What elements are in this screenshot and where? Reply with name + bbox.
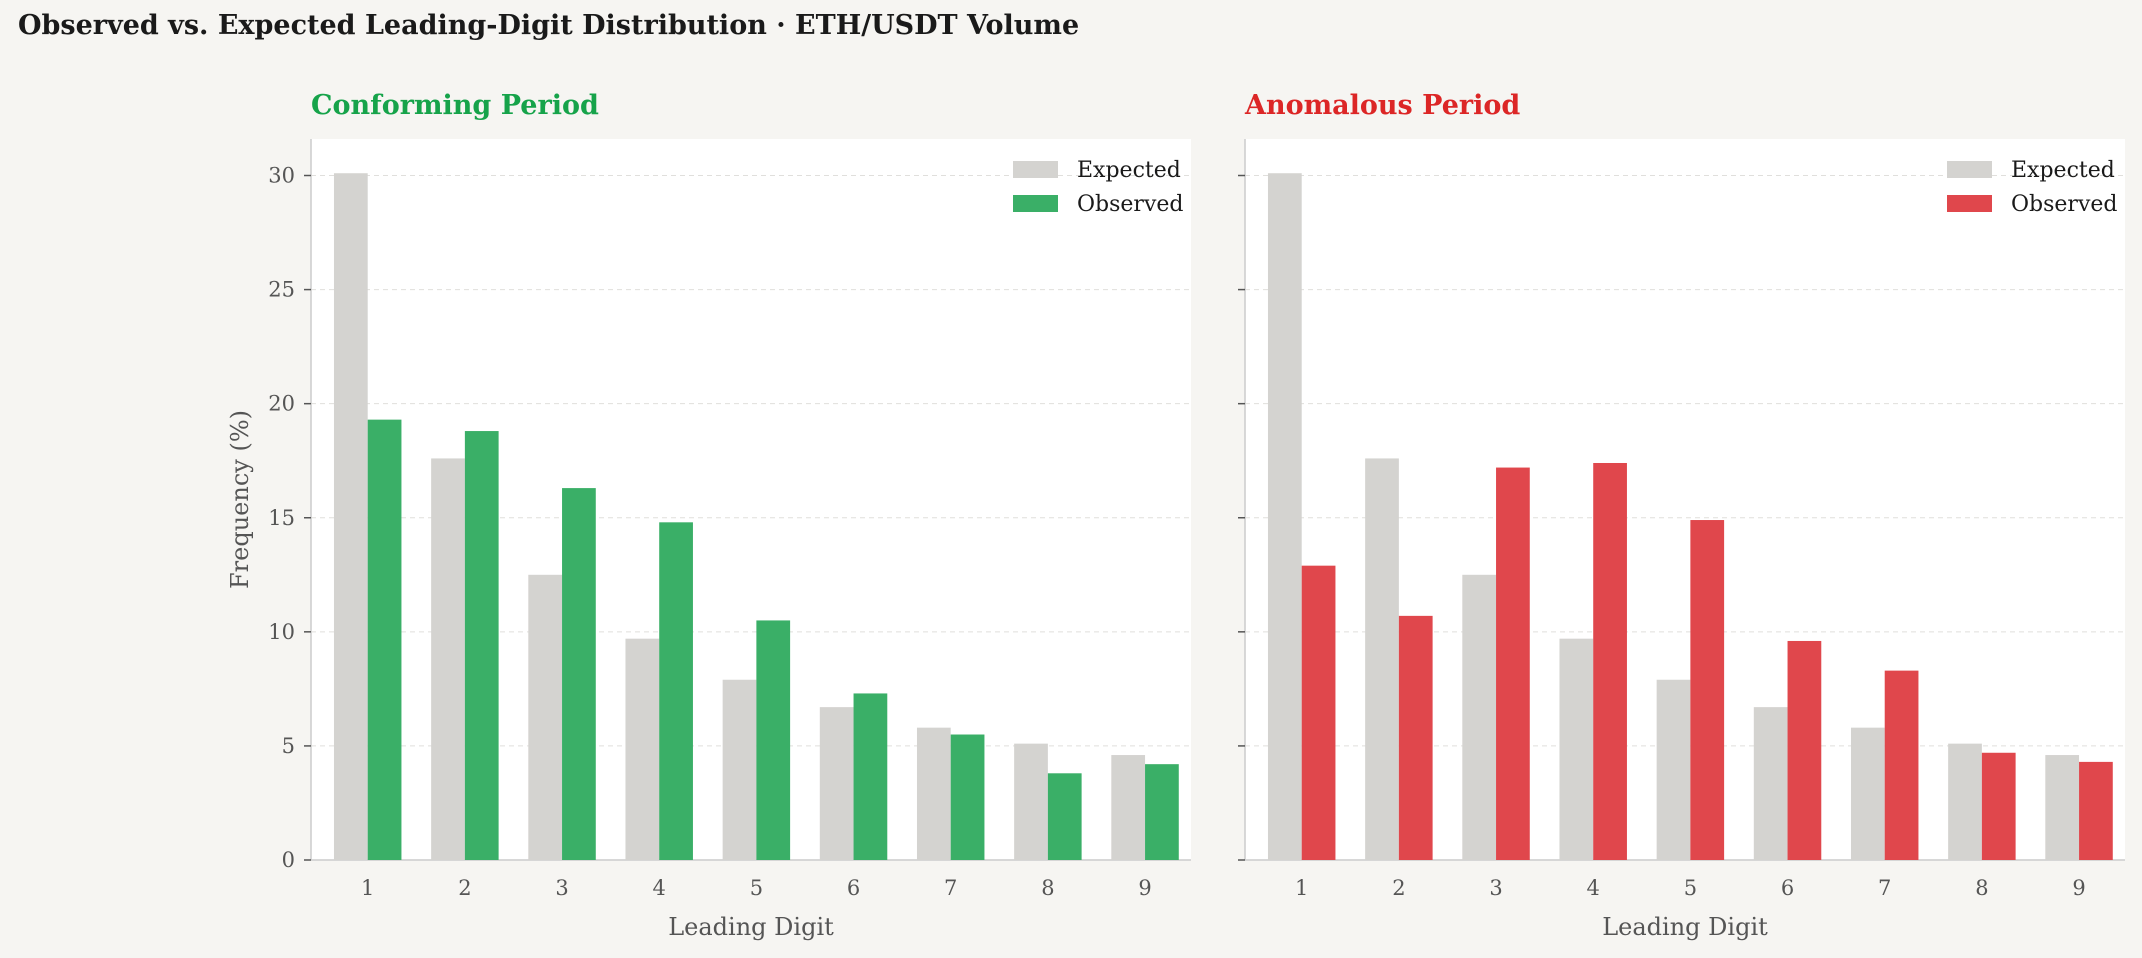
bar-observed-3: [562, 488, 596, 860]
x-axis-label: Leading Digit: [668, 913, 834, 941]
y-tick-label: 15: [268, 506, 295, 530]
bar-observed-5: [1690, 520, 1725, 860]
y-tick-label: 10: [268, 620, 295, 644]
x-tick-label: 4: [1587, 876, 1600, 900]
bar-observed-8: [1047, 773, 1082, 860]
legend-label-expected: Expected: [2011, 158, 2115, 183]
x-tick-label: 7: [1878, 876, 1891, 900]
panel-title: Anomalous Period: [1244, 90, 1520, 121]
bar-observed-7: [950, 734, 985, 860]
x-tick-label: 5: [1684, 876, 1697, 900]
y-tick-label: 30: [268, 164, 295, 188]
legend-swatch-observed: [1947, 195, 1992, 212]
x-axis-label: Leading Digit: [1602, 913, 1768, 941]
x-tick-label: 9: [2072, 876, 2085, 900]
legend-swatch-expected: [1013, 161, 1058, 178]
bar-observed-9: [1145, 764, 1179, 860]
bar-expected-2: [1365, 458, 1399, 860]
bar-observed-2: [464, 431, 499, 860]
bar-expected-9: [2045, 755, 2080, 860]
legend-swatch-observed: [1013, 195, 1058, 212]
bar-expected-9: [1111, 755, 1146, 860]
x-tick-label: 2: [458, 876, 471, 900]
x-tick-label: 9: [1138, 876, 1151, 900]
bar-expected-4: [1559, 638, 1594, 860]
y-tick-label: 25: [268, 278, 295, 302]
bar-observed-1: [1301, 565, 1336, 860]
bar-observed-8: [1981, 752, 2016, 860]
bar-observed-6: [1787, 640, 1822, 860]
x-tick-label: 6: [847, 876, 860, 900]
legend-label-observed: Observed: [2011, 192, 2117, 217]
bar-expected-7: [1850, 727, 1885, 860]
bar-observed-3: [1496, 467, 1530, 860]
bar-expected-1: [1267, 173, 1302, 861]
x-tick-label: 1: [361, 876, 374, 900]
legend-label-expected: Expected: [1077, 158, 1181, 183]
x-tick-label: 8: [1975, 876, 1988, 900]
chart-panel-2: 1 2 3 4 5 6 7 8 9 Anomalous Period Leading Digit Ex…: [1238, 90, 2125, 941]
bar-expected-1: [333, 173, 368, 861]
bar-expected-5: [722, 679, 757, 860]
bar-expected-3: [528, 574, 563, 860]
legend-swatch-expected: [1947, 161, 1992, 178]
panel-title: Conforming Period: [311, 90, 599, 121]
x-tick-label: 6: [1781, 876, 1794, 900]
bar-observed-1: [367, 419, 402, 860]
y-tick-label: 5: [282, 734, 295, 758]
figure-title: Observed vs. Expected Leading-Digit Dist…: [18, 10, 1080, 41]
x-tick-label: 3: [555, 876, 568, 900]
x-tick-label: 5: [750, 876, 763, 900]
legend-label-observed: Observed: [1077, 192, 1183, 217]
bar-observed-7: [1884, 670, 1919, 860]
bar-observed-9: [2079, 761, 2113, 860]
x-tick-label: 1: [1295, 876, 1308, 900]
bar-expected-8: [1014, 743, 1048, 860]
bar-expected-2: [431, 458, 465, 860]
bar-observed-4: [1593, 462, 1627, 860]
x-tick-label: 7: [944, 876, 957, 900]
bar-expected-6: [1753, 707, 1788, 860]
bar-observed-5: [756, 620, 791, 860]
y-tick-label: 20: [268, 392, 295, 416]
bar-observed-2: [1398, 615, 1433, 860]
bar-expected-8: [1948, 743, 1982, 860]
x-tick-label: 3: [1489, 876, 1502, 900]
bar-expected-4: [625, 638, 660, 860]
bar-expected-3: [1462, 574, 1497, 860]
x-tick-label: 4: [653, 876, 666, 900]
bar-expected-5: [1656, 679, 1691, 860]
y-tick-label: 0: [282, 848, 295, 872]
bar-expected-7: [916, 727, 951, 860]
y-axis-label: Frequency (%): [226, 410, 254, 589]
x-tick-label: 2: [1392, 876, 1405, 900]
bar-observed-4: [659, 522, 693, 860]
bar-expected-6: [819, 707, 854, 860]
chart-panel-1: 0 5 10 15 20 25 30 1 2 3 4 5 6 7 8 9 Conforming Period Le…: [226, 90, 1191, 941]
x-tick-label: 8: [1041, 876, 1054, 900]
bar-observed-6: [853, 693, 888, 860]
